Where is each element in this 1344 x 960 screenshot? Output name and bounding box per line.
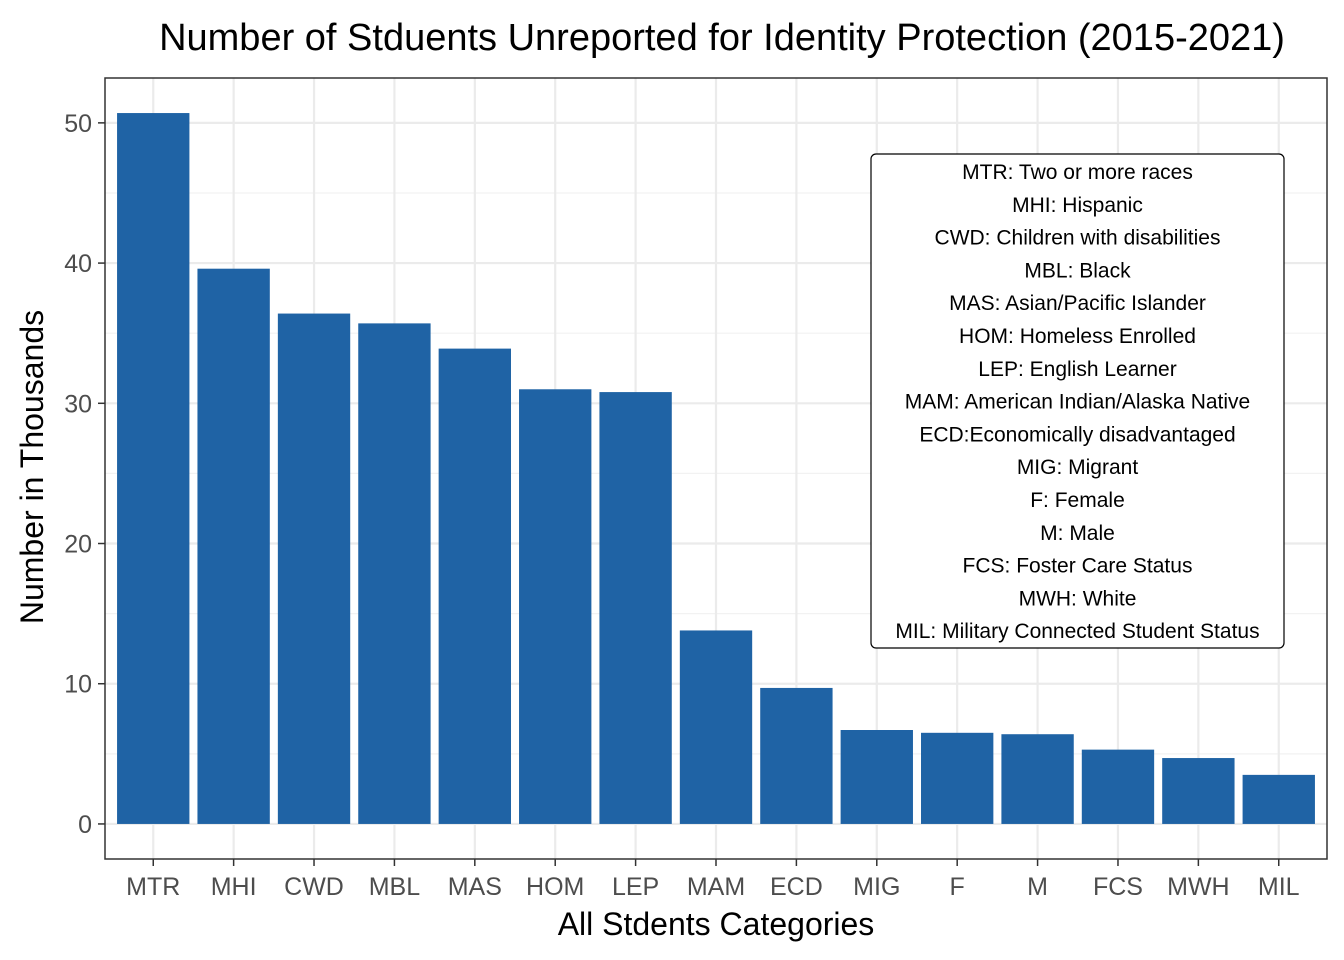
bar-mil	[1242, 774, 1315, 824]
legend-line: MAM: American Indian/Alaska Native	[905, 391, 1250, 414]
x-tick-label-m: M	[1027, 873, 1048, 901]
y-tick-label: 20	[64, 531, 92, 559]
legend-box: MTR: Two or more races MHI: Hispanic CWD: …	[870, 153, 1285, 649]
bar-mas	[438, 348, 511, 824]
legend-line: CWD: Children with disabilities	[935, 227, 1221, 250]
bar-mtr	[117, 113, 190, 824]
x-tick-label-cwd: CWD	[284, 873, 344, 901]
bar-cwd	[277, 313, 351, 824]
bar-m	[1001, 734, 1074, 824]
x-tick-label-mwh: MWH	[1167, 873, 1229, 901]
bar-hom	[519, 389, 592, 824]
bar-mbl	[358, 323, 431, 824]
x-tick-label-mil: MIL	[1258, 873, 1300, 901]
bar-mig	[840, 730, 913, 824]
legend-line: MBL: Black	[1024, 259, 1131, 282]
legend-line: MHI: Hispanic	[1012, 194, 1143, 217]
x-tick-label-f: F	[950, 873, 965, 901]
x-axis-title: All Stdents Categories	[558, 906, 875, 942]
legend-line: MIG: Migrant	[1017, 456, 1139, 479]
legend-lines: MTR: Two or more races MHI: Hispanic CWD: …	[895, 161, 1259, 643]
x-tick-label-hom: HOM	[526, 873, 584, 901]
y-axis-ticks: 0 10 20 30 40 50	[64, 110, 105, 839]
legend-line: MAS: Asian/Pacific Islander	[949, 292, 1206, 315]
x-tick-label-mbl: MBL	[369, 873, 421, 901]
x-tick-label-fcs: FCS	[1093, 873, 1143, 901]
chart-title: Number of Stduents Unreported for Identi…	[159, 17, 1285, 59]
legend-line: MIL: Military Connected Student Status	[895, 620, 1259, 643]
y-tick-label: 0	[78, 811, 92, 839]
legend-line: MTR: Two or more races	[962, 161, 1193, 184]
legend-line: ECD:Economically disadvantaged	[919, 423, 1235, 446]
legend-line: FCS: Foster Care Status	[963, 555, 1193, 578]
x-tick-label-mhi: MHI	[211, 873, 257, 901]
x-axis-ticks: MTR MHI CWD MBL MAS HOM LEP MAM ECD MIG F M FCS MWH MI…	[126, 859, 1300, 901]
y-tick-label: 40	[64, 250, 92, 278]
bar-mam	[679, 630, 753, 824]
legend-line: M: Male	[1040, 522, 1115, 545]
bar-lep	[599, 392, 672, 824]
x-tick-label-mas: MAS	[448, 873, 502, 901]
legend-line: HOM: Homeless Enrolled	[959, 325, 1196, 348]
x-tick-label-lep: LEP	[612, 873, 659, 901]
bar-f	[921, 732, 994, 824]
legend-line: F: Female	[1030, 489, 1125, 512]
bar-fcs	[1081, 749, 1155, 824]
y-tick-label: 30	[64, 390, 92, 418]
y-tick-label: 10	[64, 671, 92, 699]
x-tick-label-mig: MIG	[853, 873, 900, 901]
y-tick-label: 50	[64, 110, 92, 138]
legend-line: MWH: White	[1019, 587, 1137, 610]
legend-line: LEP: English Learner	[978, 358, 1176, 381]
bar-mwh	[1162, 758, 1235, 824]
legend-frame	[870, 153, 1285, 649]
bar-ecd	[760, 687, 833, 824]
bars	[117, 113, 1315, 824]
bar-mhi	[197, 268, 270, 824]
y-axis-title: Number in Thousands	[14, 310, 50, 624]
x-tick-label-ecd: ECD	[770, 873, 823, 901]
x-tick-label-mtr: MTR	[126, 873, 180, 901]
x-tick-label-mam: MAM	[687, 873, 745, 901]
